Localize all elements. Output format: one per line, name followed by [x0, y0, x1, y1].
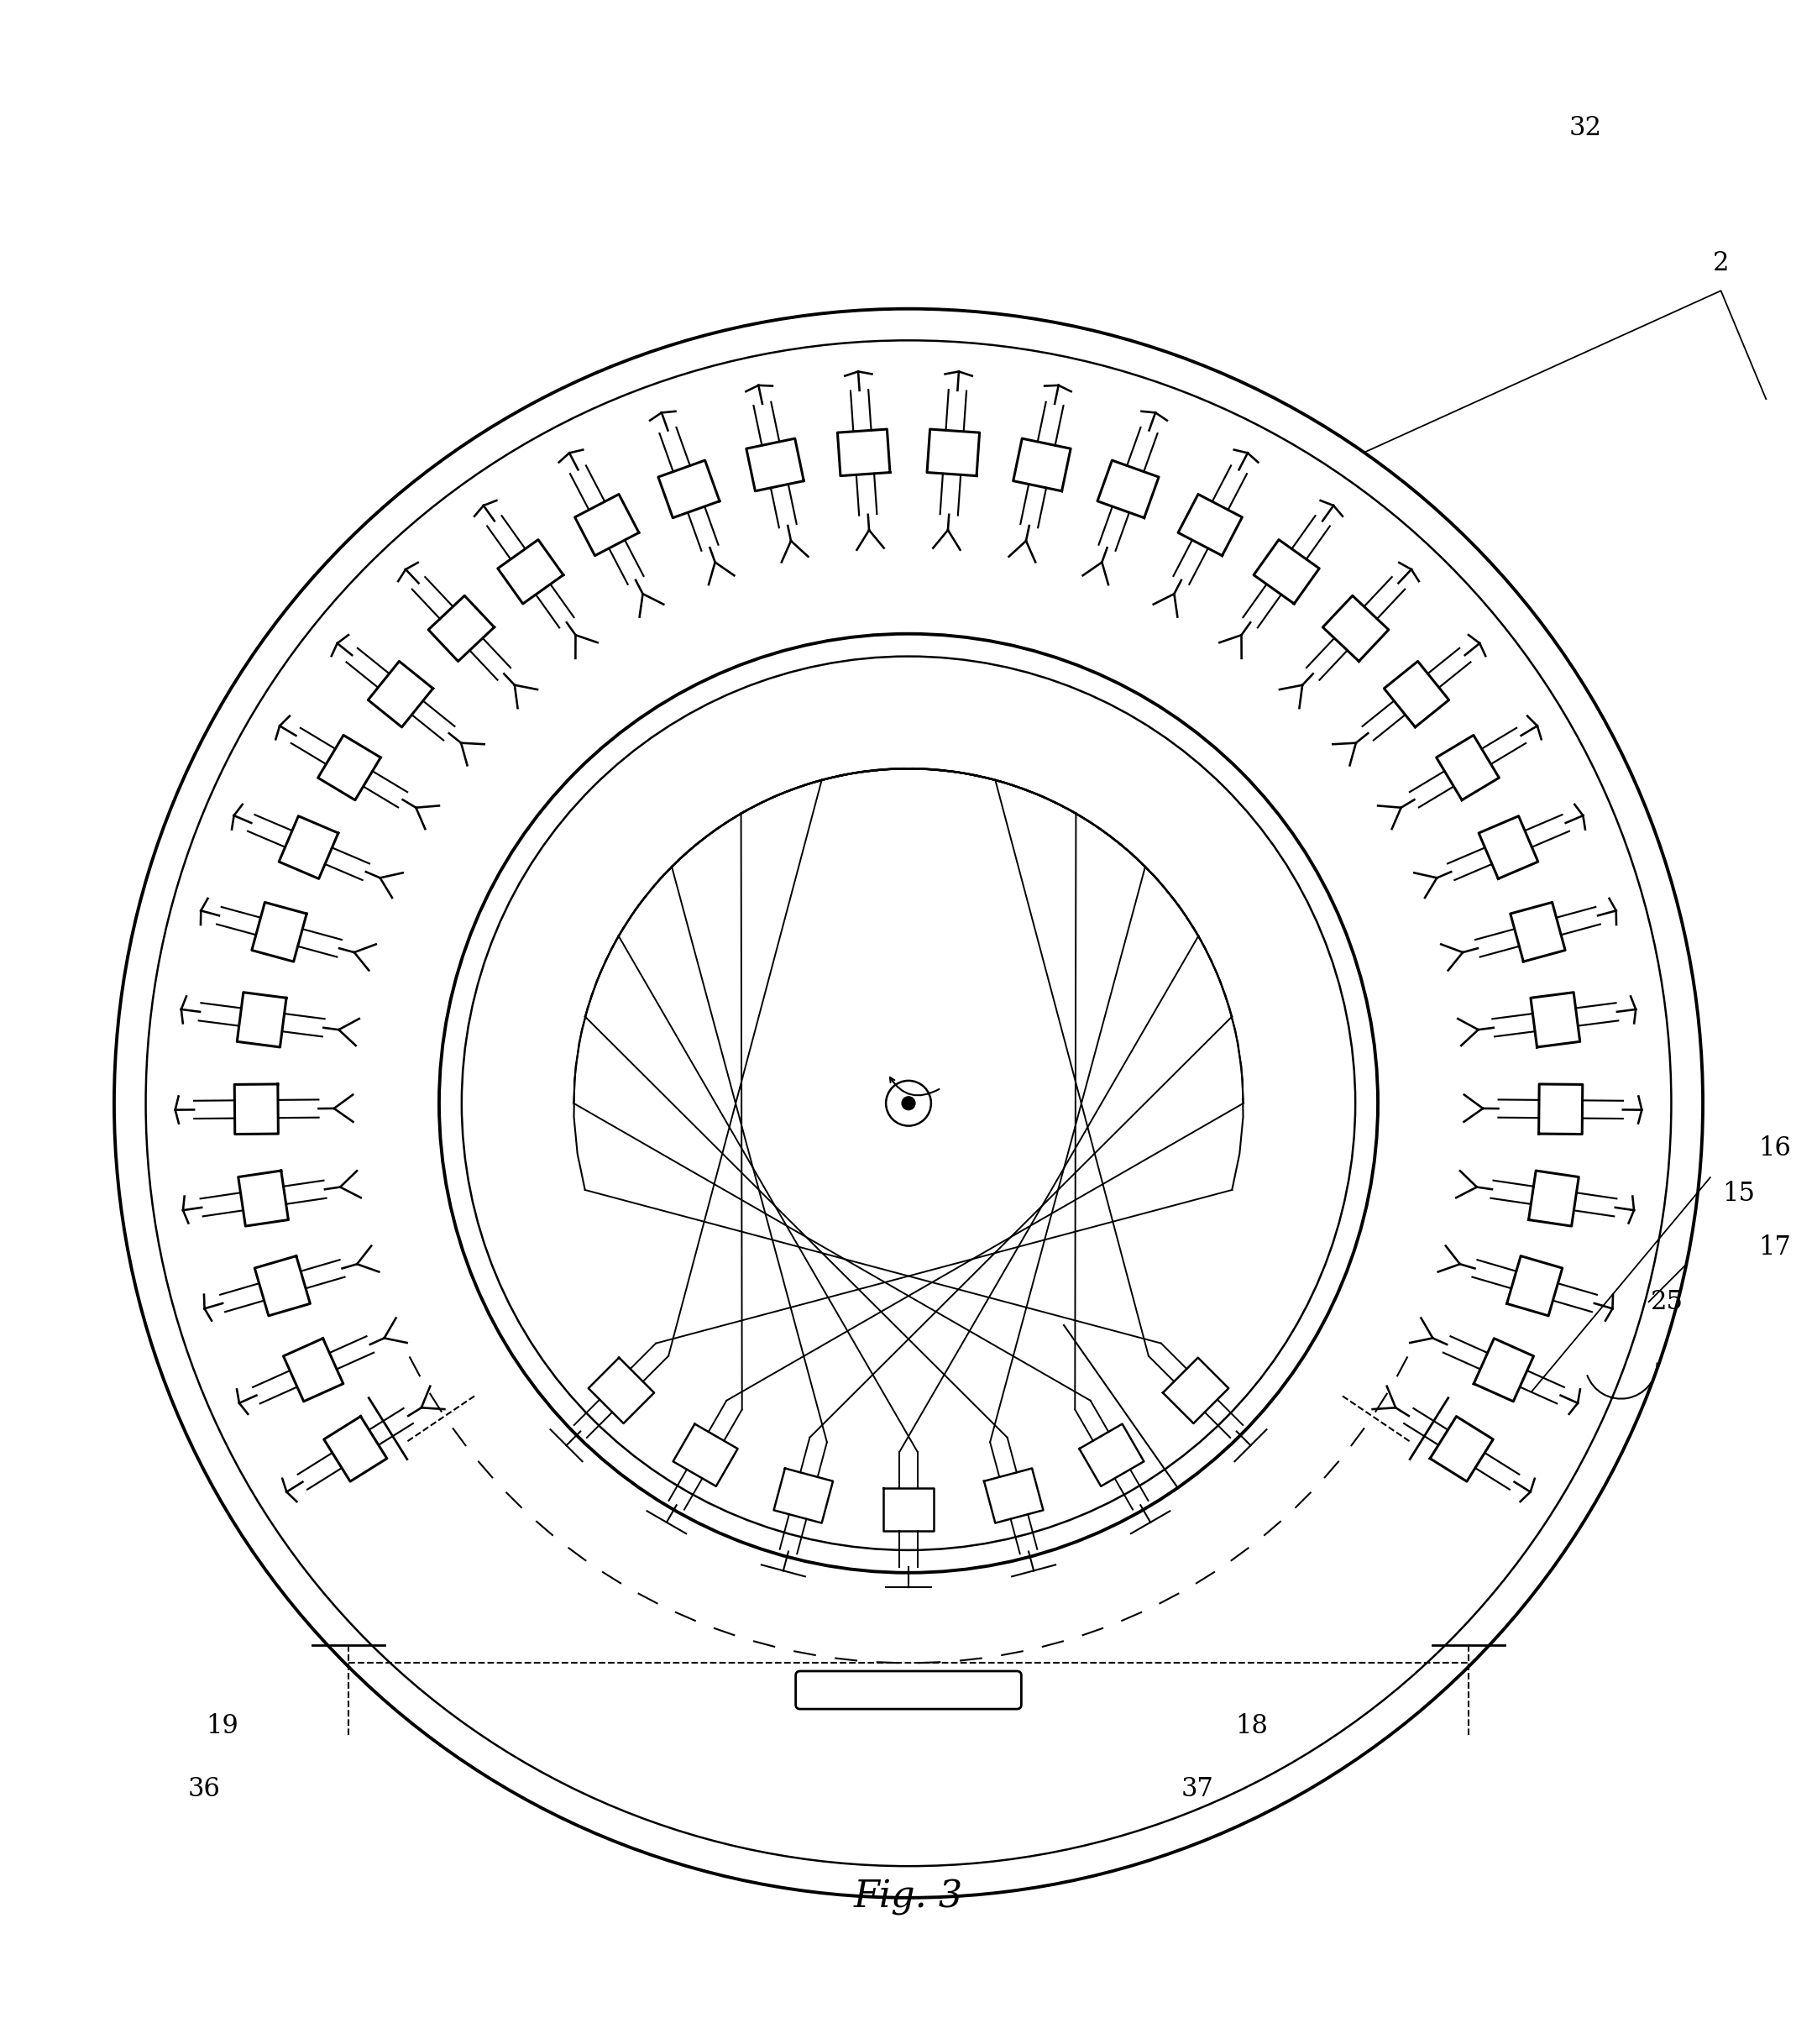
- Text: 17: 17: [1759, 1235, 1792, 1261]
- Text: 37: 37: [1181, 1776, 1214, 1803]
- Text: 18: 18: [1236, 1713, 1268, 1739]
- Text: 16: 16: [1759, 1134, 1792, 1161]
- Text: 19: 19: [205, 1713, 238, 1739]
- Text: 2: 2: [1713, 251, 1730, 276]
- Text: 32: 32: [1570, 114, 1603, 141]
- Text: 15: 15: [1723, 1181, 1755, 1206]
- Text: 25: 25: [1650, 1290, 1683, 1314]
- Text: Fig. 3: Fig. 3: [854, 1880, 963, 1915]
- Circle shape: [901, 1096, 916, 1110]
- Text: 36: 36: [189, 1776, 220, 1803]
